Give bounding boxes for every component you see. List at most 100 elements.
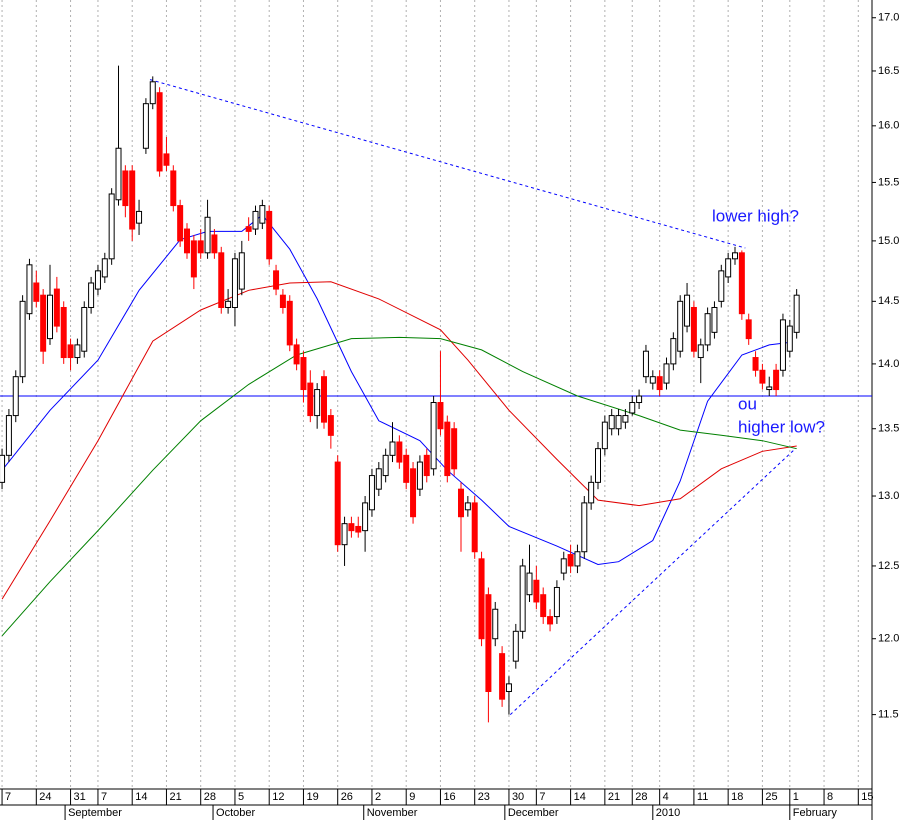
- y-tick-label: 13.5: [878, 423, 899, 435]
- x-tick-label: 14: [135, 791, 147, 803]
- candle-body: [588, 481, 595, 504]
- candle-body: [355, 525, 362, 533]
- candle-body: [252, 210, 259, 230]
- candle-body: [458, 488, 465, 518]
- x-tick-label: 21: [608, 791, 620, 803]
- candle-body: [560, 558, 567, 574]
- x-group-label: September: [68, 807, 122, 819]
- candle-body: [5, 415, 12, 456]
- candle-body: [67, 344, 74, 359]
- x-tick-label: 15: [861, 791, 873, 803]
- candle-body: [341, 523, 348, 546]
- x-tick-label: 11: [697, 791, 708, 803]
- x-group-label: February: [793, 807, 838, 819]
- candle-body: [738, 252, 745, 315]
- candle-body: [204, 216, 211, 254]
- y-tick-label: 12.0: [878, 633, 899, 645]
- x-tick-label: 28: [635, 791, 647, 803]
- candle-body: [704, 313, 711, 346]
- moving-average-line: [1, 281, 797, 600]
- candle-body: [416, 461, 423, 490]
- candle-body: [53, 288, 60, 327]
- candle-body: [142, 103, 149, 149]
- candle-body: [636, 395, 643, 404]
- candle-body: [115, 147, 122, 201]
- candle-body: [711, 306, 718, 333]
- candle-body: [451, 428, 458, 470]
- candle-body: [430, 402, 437, 470]
- y-tick-label: 16.0: [878, 120, 899, 132]
- candle-body: [19, 300, 26, 378]
- candle-body: [170, 170, 177, 207]
- x-tick-label: 9: [409, 791, 415, 803]
- candle-body: [553, 586, 560, 618]
- candle-body: [33, 282, 40, 302]
- candle-body: [197, 240, 204, 254]
- candle-body: [615, 415, 622, 430]
- y-tick-label: 11.5: [878, 709, 899, 721]
- y-tick-label: 12.5: [878, 560, 899, 572]
- candle-body: [389, 441, 396, 456]
- candle-body: [670, 338, 677, 365]
- candle-body: [334, 461, 341, 546]
- y-tick-label: 14.5: [878, 295, 899, 307]
- candle-body: [375, 468, 382, 490]
- candle-body: [423, 454, 430, 477]
- candle-body: [533, 579, 540, 603]
- y-tick-label: 14.0: [878, 358, 899, 370]
- x-tick-label: 19: [306, 791, 318, 803]
- candle-body: [464, 502, 471, 511]
- candle-body: [190, 240, 197, 278]
- candle-body: [362, 502, 369, 532]
- candle-body: [273, 270, 280, 290]
- x-tick-label: 23: [478, 791, 490, 803]
- candle-body: [149, 81, 156, 105]
- candle-body: [471, 502, 478, 553]
- x-tick-label: 30: [512, 791, 524, 803]
- candle-body: [129, 170, 136, 230]
- candle-body: [512, 630, 519, 662]
- candle-body: [595, 448, 602, 483]
- x-tick-label: 7: [5, 791, 11, 803]
- y-tick-label: 13.0: [878, 490, 899, 502]
- candle-body: [0, 454, 6, 483]
- candle-body: [88, 282, 95, 308]
- candle-body: [211, 234, 218, 254]
- x-tick-label: 16: [443, 791, 455, 803]
- candle-body: [608, 415, 615, 430]
- x-tick-label: 24: [39, 791, 51, 803]
- x-group-label: December: [508, 807, 559, 819]
- x-tick-label: 26: [341, 791, 353, 803]
- x-tick-label: 5: [238, 791, 244, 803]
- y-tick-label: 15.5: [878, 176, 899, 188]
- candle-body: [266, 210, 273, 260]
- candle-body: [163, 153, 170, 166]
- x-tick-label: 8: [827, 791, 833, 803]
- candle-body: [540, 594, 547, 618]
- candle-body: [745, 319, 752, 340]
- candle-body: [779, 319, 786, 371]
- candle-body: [766, 386, 773, 391]
- candle-body: [218, 252, 225, 308]
- x-group-label: 2010: [656, 807, 680, 819]
- y-tick-label: 16.5: [878, 65, 899, 77]
- candle-body: [327, 415, 334, 436]
- candle-body: [47, 294, 54, 340]
- candle-body: [581, 502, 588, 553]
- candle-body: [396, 441, 403, 463]
- candle-body: [519, 565, 526, 632]
- candle-body: [259, 205, 266, 224]
- x-tick-label: 1: [793, 791, 799, 803]
- candle-body: [786, 325, 793, 352]
- candle-body: [60, 306, 67, 359]
- candle-body: [732, 252, 739, 260]
- candle-body: [793, 294, 800, 333]
- y-tick-label: 17.0: [878, 12, 899, 24]
- candle-body: [601, 421, 608, 450]
- candle-body: [567, 554, 574, 567]
- candle-body: [649, 376, 656, 384]
- candle-body: [348, 523, 355, 532]
- x-group-label: October: [216, 807, 255, 819]
- candle-body: [622, 415, 629, 423]
- candle-body: [156, 92, 163, 172]
